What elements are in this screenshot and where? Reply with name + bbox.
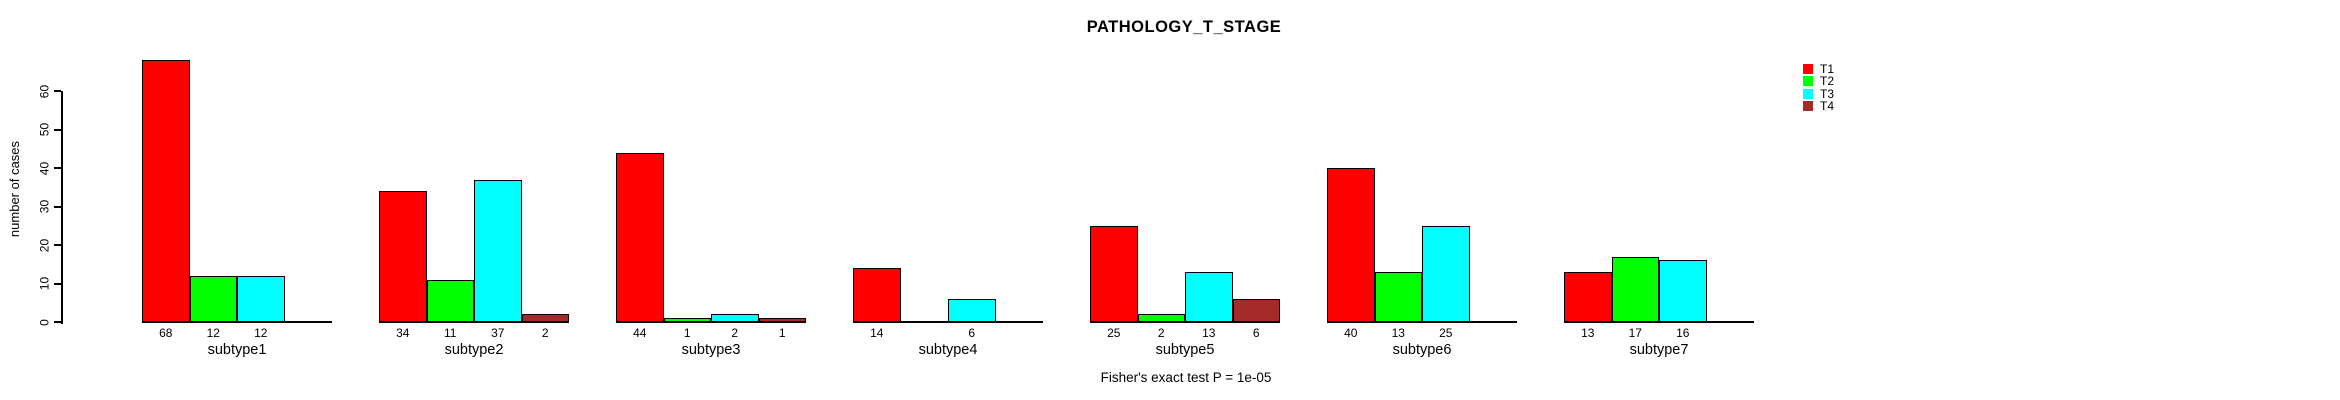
value-label-subtype3-T2: 1 bbox=[683, 326, 691, 340]
y-tick-label: 0 bbox=[37, 318, 51, 326]
bar-subtype5-T4 bbox=[1232, 298, 1280, 322]
bar-subtype2-T3 bbox=[474, 179, 522, 322]
bar-subtype6-T1 bbox=[1327, 168, 1375, 322]
legend-swatch-T2 bbox=[1803, 76, 1813, 87]
y-tick-label: 50 bbox=[37, 122, 51, 137]
legend-label-T2: T2 bbox=[1820, 74, 1835, 89]
y-tick-mark bbox=[54, 128, 61, 131]
bar-subtype7-T2 bbox=[1611, 256, 1659, 322]
y-tick-label: 60 bbox=[37, 84, 51, 98]
value-label-subtype4-T1: 14 bbox=[870, 326, 884, 340]
bar-subtype5-T3 bbox=[1185, 271, 1233, 322]
bar-subtype1-T1 bbox=[142, 60, 190, 322]
value-label-subtype7-T1: 13 bbox=[1581, 326, 1595, 340]
bar-subtype5-T1 bbox=[1090, 225, 1138, 322]
value-label-subtype5-T1: 25 bbox=[1107, 326, 1121, 340]
value-label-subtype2-T4: 2 bbox=[541, 326, 549, 340]
group-baseline-subtype4 bbox=[853, 321, 1043, 323]
value-label-subtype1-T2: 12 bbox=[206, 326, 220, 340]
legend-label-T3: T3 bbox=[1820, 86, 1835, 101]
group-baseline-subtype6 bbox=[1327, 321, 1517, 323]
value-label-subtype5-T4: 6 bbox=[1252, 326, 1260, 340]
legend: T1 T2 T3 T4 bbox=[1803, 63, 1834, 112]
bar-subtype3-T1 bbox=[616, 152, 664, 322]
bar-subtype7-T3 bbox=[1659, 260, 1707, 322]
y-axis-line bbox=[61, 91, 63, 324]
bar-subtype6-T3 bbox=[1422, 225, 1470, 322]
category-label-subtype2: subtype2 bbox=[444, 342, 504, 358]
value-label-subtype3-T1: 44 bbox=[633, 326, 647, 340]
y-tick-mark bbox=[54, 205, 61, 208]
category-label-subtype3: subtype3 bbox=[681, 342, 741, 358]
bar-subtype7-T1 bbox=[1564, 271, 1612, 322]
legend-swatch-T4 bbox=[1803, 101, 1813, 112]
y-tick-label: 40 bbox=[37, 161, 51, 175]
y-tick-label: 30 bbox=[37, 199, 51, 214]
bar-subtype2-T4 bbox=[521, 314, 569, 322]
value-label-subtype7-T2: 17 bbox=[1628, 326, 1642, 340]
bar-subtype3-T2 bbox=[663, 318, 711, 322]
value-label-subtype7-T3: 16 bbox=[1676, 326, 1690, 340]
chart-title: PATHOLOGY_T_STAGE bbox=[1086, 18, 1282, 36]
group-baseline-subtype1 bbox=[142, 321, 332, 323]
bar-subtype3-T4 bbox=[758, 318, 806, 322]
bar-subtype4-T1 bbox=[853, 268, 901, 322]
bar-subtype6-T2 bbox=[1374, 271, 1422, 322]
legend-label-T4: T4 bbox=[1820, 99, 1835, 114]
y-tick-mark bbox=[54, 167, 61, 169]
value-label-subtype4-T3: 6 bbox=[968, 326, 976, 340]
legend-swatch-T3 bbox=[1803, 88, 1813, 99]
bar-subtype1-T3 bbox=[237, 275, 285, 322]
value-label-subtype5-T3: 13 bbox=[1202, 326, 1216, 340]
y-tick-mark bbox=[54, 321, 61, 323]
bar-subtype2-T1 bbox=[379, 191, 427, 322]
y-tick-label: 10 bbox=[37, 276, 51, 291]
y-tick-mark bbox=[54, 282, 61, 285]
group-baseline-subtype5 bbox=[1090, 321, 1280, 323]
bar-subtype2-T2 bbox=[426, 279, 474, 322]
value-label-subtype1-T1: 68 bbox=[159, 326, 173, 340]
legend-item-T2: T2 bbox=[1803, 75, 1834, 87]
category-label-subtype7: subtype7 bbox=[1629, 342, 1689, 358]
value-label-subtype2-T3: 37 bbox=[491, 326, 505, 340]
value-label-subtype2-T1: 34 bbox=[396, 326, 410, 340]
legend-item-T4: T4 bbox=[1803, 100, 1834, 112]
value-label-subtype5-T2: 2 bbox=[1157, 326, 1165, 340]
footer-note: Fisher's exact test P = 1e-05 bbox=[1100, 370, 1272, 385]
value-label-subtype2-T2: 11 bbox=[444, 326, 457, 340]
y-tick-mark bbox=[54, 244, 61, 246]
category-label-subtype5: subtype5 bbox=[1155, 342, 1215, 358]
category-label-subtype1: subtype1 bbox=[207, 342, 267, 358]
y-tick-mark bbox=[54, 90, 61, 92]
bar-subtype4-T3 bbox=[948, 298, 996, 322]
value-label-subtype1-T3: 12 bbox=[254, 326, 268, 340]
y-tick-label: 20 bbox=[37, 238, 51, 252]
value-label-subtype6-T1: 40 bbox=[1344, 326, 1358, 340]
y-axis-label: number of cases bbox=[6, 140, 22, 238]
category-label-subtype4: subtype4 bbox=[918, 342, 978, 358]
legend-label-T1: T1 bbox=[1820, 62, 1835, 77]
value-label-subtype3-T3: 2 bbox=[731, 326, 739, 340]
value-label-subtype3-T4: 1 bbox=[778, 326, 786, 340]
group-baseline-subtype2 bbox=[379, 321, 569, 323]
legend-item-T3: T3 bbox=[1803, 88, 1834, 100]
group-baseline-subtype3 bbox=[616, 321, 806, 323]
value-label-subtype6-T3: 25 bbox=[1439, 326, 1453, 340]
category-label-subtype6: subtype6 bbox=[1392, 342, 1452, 358]
legend-item-T1: T1 bbox=[1803, 63, 1834, 75]
legend-swatch-T1 bbox=[1803, 64, 1813, 75]
bar-subtype1-T2 bbox=[189, 275, 237, 322]
group-baseline-subtype7 bbox=[1564, 321, 1754, 323]
bar-subtype3-T3 bbox=[711, 314, 759, 322]
bar-subtype5-T2 bbox=[1137, 314, 1185, 322]
value-label-subtype6-T2: 13 bbox=[1391, 326, 1405, 340]
